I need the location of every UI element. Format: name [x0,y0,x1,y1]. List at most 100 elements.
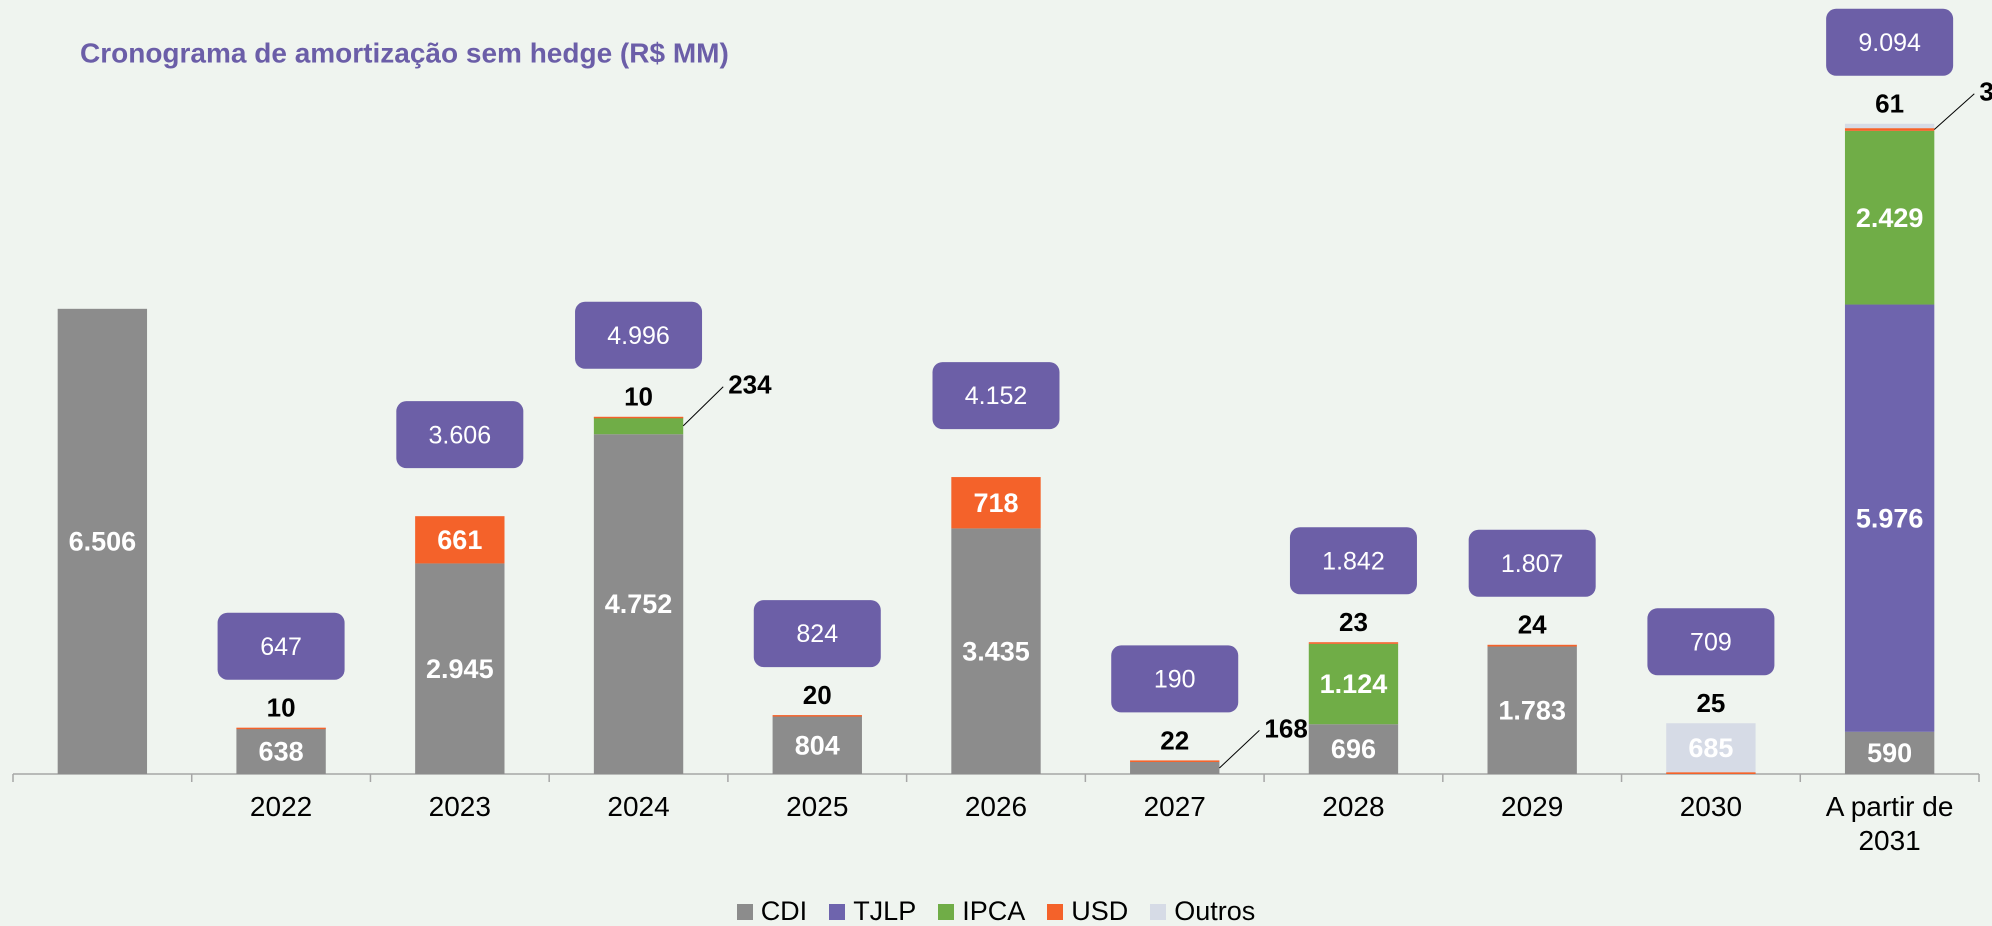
legend-label: TJLP [853,896,917,926]
bar-segment [1844,304,1935,732]
data-label: 24 [1518,610,1547,640]
total-label: 3.606 [429,421,492,449]
bar-segment [1487,646,1577,774]
total-label: 709 [1690,628,1732,656]
bar-segment [772,716,862,774]
data-label: 168 [1264,713,1307,743]
x-tick-label: 2028 [1322,791,1385,822]
legend-swatch [1150,903,1167,920]
bar-segment [1130,760,1220,762]
x-tick-label: A partir de 2031 [1825,791,1954,856]
legend-item: CDI [736,896,808,926]
data-label: 804 [795,730,840,760]
data-label: 61 [1875,89,1904,119]
total-box [1647,608,1775,676]
legend-swatch [736,903,753,920]
legend-swatch [1047,903,1064,920]
data-label: 10 [624,382,653,412]
data-label: 3.435 [962,636,1030,666]
data-label: 1.124 [1320,669,1388,699]
data-label: 38 [1979,77,1992,107]
total-label: 9.094 [1858,29,1921,57]
total-box [1289,527,1417,595]
leader-line [1219,730,1260,769]
total-label: 647 [260,633,302,661]
x-tick-label: 2030 [1679,791,1743,822]
bar-segment [1666,723,1756,773]
x-tick-label: 2025 [786,791,849,822]
total-box [1468,529,1596,597]
legend-swatch [829,903,846,920]
total-label: 4.996 [607,322,670,350]
total-box [396,401,524,469]
total-label: 1.807 [1501,550,1564,578]
legend-label: CDI [760,896,808,926]
legend-item: USD [1047,896,1128,926]
bar-segment [1666,772,1756,774]
bar-segment [1844,123,1935,129]
total-label: 190 [1154,666,1196,694]
legend: CDI TJLP IPCA USD Outros [0,896,1992,926]
data-label: 661 [437,525,482,555]
legend-item: IPCA [938,896,1025,926]
data-label: 718 [973,488,1018,518]
total-box [217,612,345,680]
data-label: 20 [803,680,832,710]
data-label: 696 [1331,734,1376,764]
bar-segment [1130,761,1220,774]
total-box [753,600,881,668]
legend-swatch [938,903,955,920]
data-label: 2.429 [1856,203,1924,233]
legend-label: Outros [1174,896,1256,926]
data-label: 1.783 [1498,695,1566,725]
total-box [575,301,703,369]
data-label: 590 [1867,738,1912,768]
total-box [1826,8,1954,76]
total-box [932,362,1060,430]
bar-segment [1308,724,1399,774]
bar-segment [1844,128,1935,131]
x-tick-label: 2027 [1143,791,1206,822]
data-label: 6.506 [69,527,137,557]
data-label: 234 [728,370,772,400]
bar-segment [57,308,148,774]
bar-segment [1308,643,1399,725]
total-label: 1.842 [1322,547,1385,575]
data-label: 4.752 [605,589,673,619]
leader-line [682,386,724,427]
bar-segment [1844,731,1935,774]
bar-segment [951,477,1041,529]
total-box [1111,645,1239,713]
data-label: 5.976 [1856,503,1924,533]
total-label: 824 [796,620,838,648]
data-label: 638 [259,736,304,766]
bar-segment [1308,642,1399,644]
legend-item: TJLP [829,896,916,926]
legend-label: USD [1071,896,1129,926]
x-tick-label: 2024 [607,791,670,822]
bar-segment [951,528,1041,774]
x-tick-label: 2023 [428,791,491,822]
legend-label: IPCA [962,896,1026,926]
data-label: 2.945 [426,654,494,684]
bar-segment [593,416,684,419]
total-label: 4.152 [965,382,1028,410]
data-label: 22 [1160,725,1189,755]
bar-segment [1487,644,1577,647]
data-label: 685 [1688,733,1733,763]
legend-item: Outros [1150,896,1255,926]
bar-segment [415,516,505,564]
data-label: 23 [1339,607,1368,637]
bar-segment [415,563,505,774]
bar-segment [593,434,684,774]
leader-line [1933,93,1975,130]
data-label: 10 [267,693,296,723]
bar-segment [593,417,684,435]
x-tick-label: 2026 [964,791,1028,822]
bar-segment [236,727,326,730]
x-tick-label: 2029 [1501,791,1564,822]
bar-segment [1844,130,1935,305]
data-label: 25 [1696,688,1725,718]
